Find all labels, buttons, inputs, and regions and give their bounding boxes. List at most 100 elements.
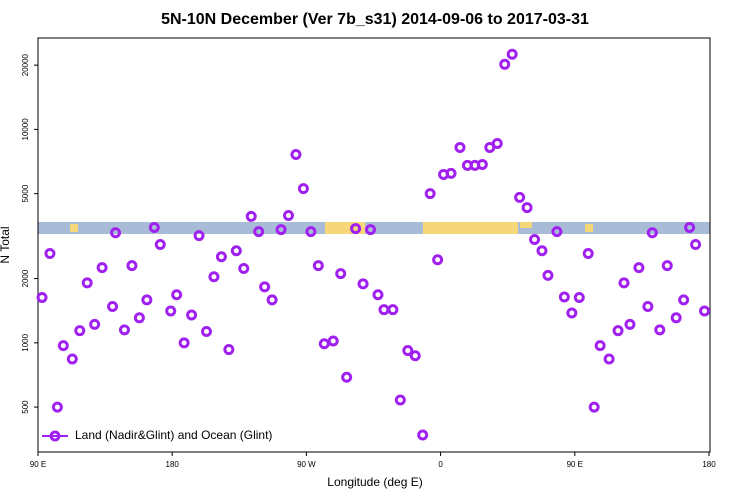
point: [582, 248, 594, 260]
point: [594, 340, 606, 352]
point: [387, 304, 399, 316]
point: [208, 271, 220, 283]
y-tick-label: 1000: [21, 333, 30, 351]
point: [394, 394, 406, 406]
point: [81, 277, 93, 289]
point: [445, 167, 457, 179]
point: [193, 230, 205, 242]
point: [110, 227, 122, 239]
point: [499, 58, 511, 70]
point: [699, 305, 711, 317]
point: [491, 137, 503, 149]
point: [215, 251, 227, 263]
point: [566, 307, 578, 319]
point: [230, 245, 242, 257]
point: [312, 260, 324, 272]
point: [327, 335, 339, 347]
point: [432, 254, 444, 266]
point: [275, 224, 287, 236]
point: [141, 294, 153, 306]
point: [350, 223, 362, 235]
point: [133, 312, 145, 324]
point: [283, 209, 295, 221]
x-axis-label: Longitude (deg E): [327, 475, 422, 489]
point: [506, 48, 518, 60]
point: [588, 401, 600, 413]
point: [618, 277, 630, 289]
chart-title: 5N-10N December (Ver 7b_s31) 2014-09-06 …: [161, 11, 589, 28]
point: [223, 344, 235, 356]
point: [476, 158, 488, 170]
y-axis-label: N Total: [0, 226, 12, 263]
legend-label: Land (Nadir&Glint) and Ocean (Glint): [75, 428, 272, 442]
point: [646, 227, 658, 239]
point: [341, 371, 353, 383]
point: [633, 262, 645, 274]
point: [417, 429, 429, 441]
point: [551, 226, 563, 238]
point: [661, 260, 673, 272]
point: [186, 309, 198, 321]
y-tick-label: 10000: [21, 118, 30, 141]
plot-frame: [37, 37, 711, 453]
y-tick-label: 5000: [21, 184, 30, 202]
point: [118, 324, 130, 336]
point: [654, 324, 666, 336]
point: [357, 278, 369, 290]
point: [290, 148, 302, 160]
x-tick-label: 90 E: [567, 460, 583, 469]
point: [154, 238, 166, 250]
point: [253, 226, 265, 238]
point: [89, 318, 101, 330]
point: [402, 345, 414, 357]
point: [318, 338, 330, 350]
point: [678, 294, 690, 306]
x-tick-label: 180: [166, 460, 180, 469]
point: [372, 289, 384, 301]
land-band: [585, 224, 593, 232]
point: [36, 292, 48, 304]
point: [690, 238, 702, 250]
point: [178, 337, 190, 349]
point: [148, 222, 160, 234]
y-tick-label: 2000: [21, 269, 30, 287]
point: [365, 224, 377, 236]
point: [612, 325, 624, 337]
point: [107, 300, 119, 312]
x-tick-label: 90 W: [297, 460, 316, 469]
point: [305, 226, 317, 238]
point: [335, 268, 347, 280]
point: [57, 340, 69, 352]
land-band: [520, 222, 532, 228]
point: [514, 191, 526, 203]
point: [171, 289, 183, 301]
point: [573, 292, 585, 304]
point: [165, 305, 177, 317]
point: [238, 262, 250, 274]
point: [670, 312, 682, 324]
land-band: [70, 224, 78, 232]
point: [66, 353, 78, 365]
point: [266, 294, 278, 306]
y-tick-label: 500: [21, 400, 30, 414]
point: [409, 350, 421, 362]
point: [96, 262, 108, 274]
point: [529, 233, 541, 245]
point: [521, 202, 533, 214]
point: [603, 353, 615, 365]
land-band: [423, 222, 518, 234]
point: [536, 245, 548, 257]
point: [245, 210, 257, 222]
point: [44, 248, 56, 260]
y-tick-label: 20000: [21, 53, 30, 76]
point: [51, 401, 63, 413]
point: [378, 304, 390, 316]
point: [297, 183, 309, 195]
point: [74, 325, 86, 337]
x-tick-label: 90 E: [30, 460, 46, 469]
point: [126, 260, 138, 272]
point: [558, 291, 570, 303]
point: [259, 281, 271, 293]
point: [542, 269, 554, 281]
point: [684, 222, 696, 234]
